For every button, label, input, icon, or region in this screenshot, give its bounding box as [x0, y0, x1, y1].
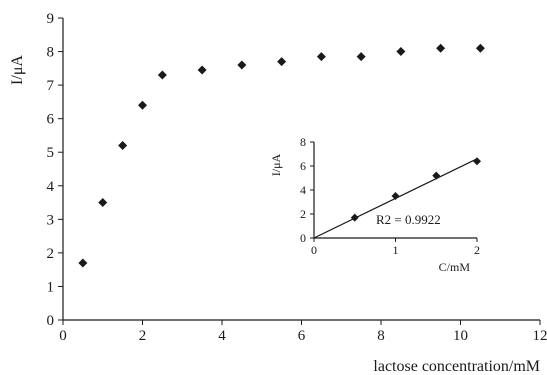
main-y-tick-label: 5 [47, 145, 55, 161]
main-data-point [396, 47, 406, 57]
inset-y-tick-label: 0 [300, 231, 306, 245]
inset-data-point [350, 213, 359, 222]
inset-y-tick-label: 4 [300, 183, 306, 197]
main-x-tick-label: 4 [218, 328, 226, 344]
main-data-point [98, 198, 108, 208]
main-data-point [436, 43, 446, 53]
main-y-tick-label: 3 [47, 212, 55, 228]
main-y-tick-label: 6 [47, 112, 55, 128]
main-data-point [118, 141, 128, 151]
main-data-point [138, 100, 147, 110]
main-y-tick-label: 1 [47, 279, 55, 295]
main-data-point [356, 52, 366, 62]
main-data-point [475, 43, 485, 53]
inset-y-tick-label: 2 [300, 207, 306, 221]
main-y-tick-label: 9 [47, 11, 55, 27]
inset-x-tick-label: 1 [393, 243, 399, 257]
inset-x-axis-title: C/mM [439, 260, 471, 274]
main-data-point [316, 52, 326, 62]
main-y-tick-label: 7 [47, 78, 55, 94]
main-x-tick-label: 8 [377, 328, 385, 344]
main-data-point [157, 70, 167, 80]
inset-plot: 0 1 2 0 2 4 6 8 C/mM I/μA R2 = 0.9922 [269, 135, 481, 274]
main-data-point [237, 60, 247, 70]
main-data-point [277, 57, 287, 67]
inset-data-point [432, 171, 441, 180]
main-y-tick-label: 0 [47, 313, 55, 329]
main-data-point [197, 65, 207, 75]
main-x-axis-title: lactose concentration/mM [373, 358, 540, 375]
inset-data-point [391, 192, 400, 200]
main-y-tick-label: 4 [47, 179, 55, 195]
inset-x-tick-label: 2 [474, 243, 480, 257]
main-x-tick-label: 0 [59, 328, 67, 344]
main-x-tick-label: 6 [298, 328, 306, 344]
main-y-axis-title: I/μA [9, 55, 26, 85]
inset-r2-annotation: R2 = 0.9922 [376, 212, 441, 227]
inset-y-axis-title: I/μA [269, 153, 283, 176]
inset-y-tick-label: 6 [300, 159, 306, 173]
inset-x-tick-label: 0 [311, 243, 317, 257]
inset-data-point [473, 157, 481, 166]
main-x-tick-label: 10 [453, 328, 468, 344]
main-x-tick-label: 2 [139, 328, 147, 344]
inset-y-tick-label: 8 [300, 135, 306, 149]
main-x-tick-label: 12 [533, 328, 547, 344]
main-data-point [78, 258, 88, 268]
main-y-tick-label: 8 [47, 45, 55, 61]
main-y-tick-label: 2 [47, 246, 55, 262]
